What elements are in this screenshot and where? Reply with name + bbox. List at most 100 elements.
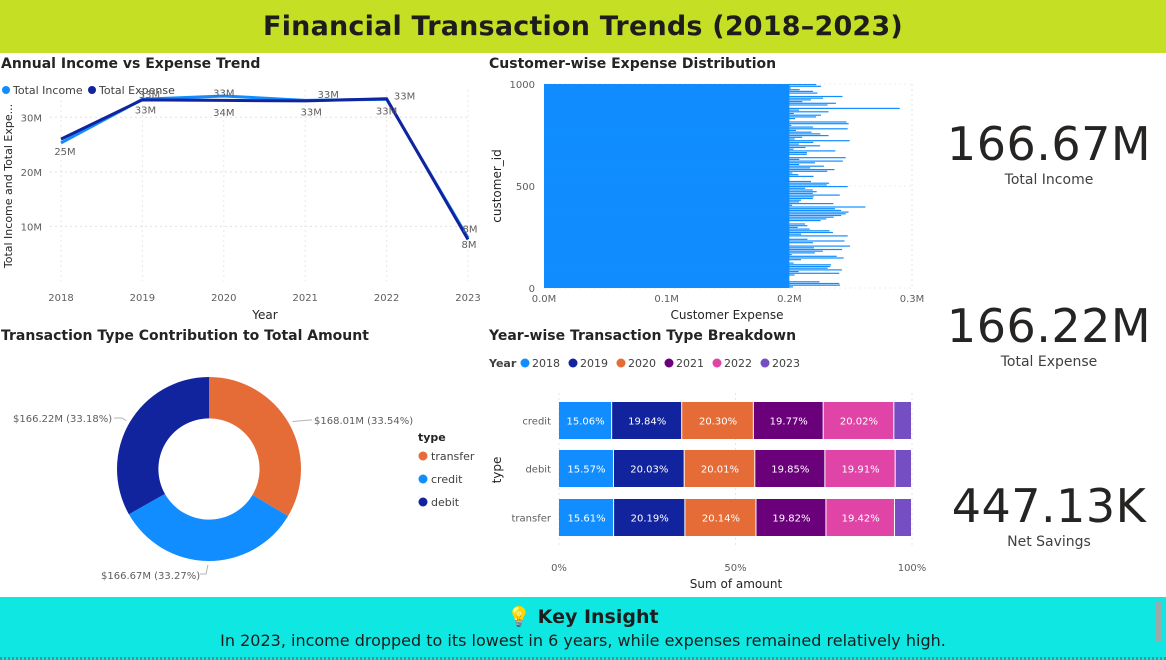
x-tick-label: 0.0M <box>532 294 557 305</box>
customer-expense-bar-chart[interactable]: 0.0M 0.1M 0.2M 0.3M 0 500 1000 Customer Expense… <box>487 76 932 324</box>
expense-bar <box>544 129 796 132</box>
income-expense-line-chart[interactable]: Total Income Total Expense 10M 20M 30M 2018 20… <box>0 76 480 324</box>
expense-bar <box>544 146 806 149</box>
kpi-label: Net Savings <box>1007 534 1091 550</box>
expense-bar <box>544 221 785 223</box>
x-tick-label: 2023 <box>455 293 480 304</box>
donut-slice-debit <box>117 377 209 515</box>
income-data-label: 33M <box>301 107 322 118</box>
expense-data-label: 33M <box>213 88 234 99</box>
expense-bar <box>544 231 833 234</box>
segment-data-label: 20.03% <box>630 465 668 476</box>
expense-bar <box>544 150 836 152</box>
expense-bar <box>544 163 800 166</box>
x-axis-title: Sum of amount <box>690 577 783 591</box>
y-axis-title: type <box>490 457 504 484</box>
expense-bar <box>544 85 822 87</box>
bar-chart-title: Customer-wise Expense Distribution <box>489 56 777 72</box>
expense-bar <box>544 107 900 109</box>
segment-data-label: 19.84% <box>628 417 666 428</box>
expense-bar <box>544 101 803 103</box>
x-tick-label: 0.1M <box>654 294 679 305</box>
expense-bar <box>544 133 821 135</box>
stacked-segment-debit-2020 <box>684 450 755 487</box>
category-label-debit: debit <box>525 465 551 476</box>
income-data-label: 8M <box>462 240 477 251</box>
legend-dot-2023 <box>760 358 770 368</box>
expense-bar <box>544 237 784 239</box>
expense-bar <box>544 119 787 121</box>
expense-bar <box>544 235 848 237</box>
expense-bar <box>544 102 836 104</box>
expense-series-line <box>60 97 470 241</box>
stacked-segment-credit-2020 <box>682 402 753 439</box>
segment-data-label: 19.42% <box>842 514 880 525</box>
expense-bar <box>544 269 842 271</box>
stacked-segment-credit-2021 <box>753 402 823 439</box>
y-tick-label: 30M <box>21 113 42 124</box>
slice-leader-line <box>200 564 209 575</box>
expense-bar <box>544 179 787 181</box>
segment-data-label: 15.61% <box>567 514 605 525</box>
year-type-stacked-chart[interactable]: Year 2018 2019 2020 2021 2022 2023 0% 50% 100% Sum… <box>487 348 932 593</box>
scrollbar-thumb[interactable] <box>1155 602 1162 642</box>
segment-data-label: 19.82% <box>772 514 810 525</box>
expense-bar <box>544 196 814 198</box>
transaction-type-donut-chart[interactable]: $168.01M (33.54%) $166.67M (33.27%) $166.2… <box>0 348 480 593</box>
expense-bar <box>544 274 795 276</box>
legend-label-debit: debit <box>431 496 460 509</box>
stacked-segment-credit-2019 <box>612 402 682 439</box>
expense-bar <box>544 97 823 99</box>
kpi-value: 447.13K <box>951 479 1147 533</box>
income-data-label: 33M <box>135 105 156 116</box>
expense-bar <box>544 204 793 206</box>
expense-bar <box>544 165 824 167</box>
expense-bar <box>544 255 837 257</box>
expense-bar <box>544 252 815 254</box>
legend-title: Year <box>488 357 517 370</box>
expense-bar <box>544 141 814 143</box>
expense-bar <box>544 225 808 227</box>
y-tick-label: 0 <box>529 284 535 295</box>
expense-bar <box>544 112 794 115</box>
expense-bar <box>544 230 830 232</box>
expense-bar <box>544 128 848 130</box>
expense-bar <box>544 228 810 230</box>
expense-bar <box>544 153 807 155</box>
line-chart-title: Annual Income vs Expense Trend <box>1 56 261 72</box>
expense-bar <box>544 160 843 162</box>
legend-dot-credit <box>418 474 428 484</box>
expense-bar <box>544 189 813 191</box>
legend-label-2023: 2023 <box>772 357 800 370</box>
expense-bar <box>544 87 791 89</box>
expense-bar <box>544 111 829 113</box>
expense-bar <box>544 92 818 94</box>
stacked-segment-debit-2018 <box>559 450 613 487</box>
expense-bar <box>544 214 842 217</box>
kpi-label: Total Income <box>1004 172 1094 188</box>
kpi-total-expense: 166.22M Total Expense <box>940 300 1158 370</box>
expense-bar <box>544 186 848 188</box>
expense-bar <box>544 109 800 111</box>
stacked-segment-debit-2022 <box>825 450 895 487</box>
x-tick-label: 2021 <box>292 293 317 304</box>
expense-bar <box>544 126 814 128</box>
x-axis-title: Year <box>251 308 277 322</box>
stacked-segment-credit-2018 <box>559 402 612 439</box>
stacked-segment-transfer-2023 <box>894 499 911 536</box>
expense-bar <box>544 264 831 266</box>
expense-bar <box>544 233 802 235</box>
expense-bar <box>544 169 835 171</box>
legend-expense-dot <box>88 86 96 94</box>
legend-dot-2020 <box>616 358 626 368</box>
expense-bar <box>544 175 814 177</box>
stacked-segment-transfer-2019 <box>614 499 685 536</box>
legend-dot-2021 <box>664 358 674 368</box>
expense-bar <box>544 174 799 176</box>
expense-bar <box>544 191 817 193</box>
expense-bar <box>544 94 789 96</box>
expense-data-label: 8M <box>463 225 478 236</box>
expense-bar <box>544 213 846 215</box>
expense-bar <box>544 209 842 211</box>
y-axis-title: customer_id <box>490 149 504 222</box>
